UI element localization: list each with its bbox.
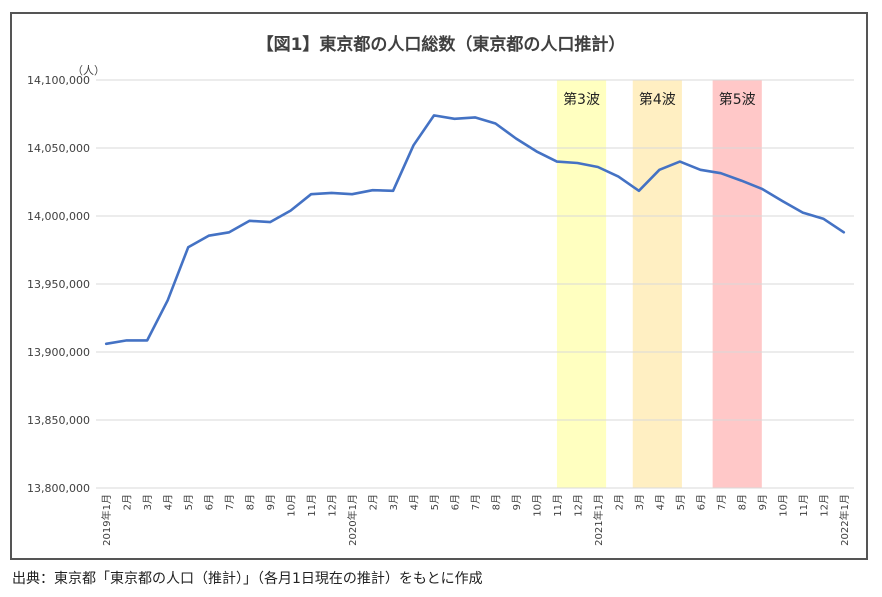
y-tick-label: 14,100,000	[27, 74, 90, 87]
chart-title: 【図1】東京都の人口総数（東京都の人口推計）	[256, 35, 626, 55]
x-tick-label: 2月	[122, 494, 134, 510]
chart-frame: 【図1】東京都の人口総数（東京都の人口推計） （人） 13,800,000 13,…	[10, 12, 868, 560]
x-tick-label: 11月	[306, 494, 318, 517]
x-tick-label: 12月	[327, 494, 339, 517]
y-tick-label: 13,900,000	[27, 346, 90, 359]
x-tick-label: 3月	[142, 494, 154, 510]
x-tick-label: 2022年1月	[838, 494, 851, 546]
wave-label-3: 第3波	[563, 91, 600, 108]
x-tick-label: 5月	[675, 494, 687, 510]
y-axis-unit-label: （人）	[72, 64, 105, 77]
x-tick-label: 7月	[224, 494, 236, 510]
x-tick-label: 5月	[183, 494, 195, 510]
y-tick-label: 13,800,000	[27, 482, 90, 495]
source-note: 出典：東京都「東京都の人口（推計）」（各月1日現在の推計）をもとに作成	[12, 571, 483, 587]
y-tick-label: 13,950,000	[27, 278, 90, 291]
x-tick-label: 2019年1月	[100, 494, 113, 546]
x-tick-label: 7月	[716, 494, 728, 510]
x-tick-label: 4月	[654, 494, 666, 510]
x-tick-label: 8月	[736, 494, 748, 510]
wave-label-5: 第5波	[719, 91, 756, 108]
x-tick-label: 11月	[798, 494, 810, 517]
x-tick-label: 12月	[818, 494, 830, 517]
x-tick-label: 3月	[634, 494, 646, 510]
x-tick-label: 4月	[163, 494, 175, 510]
x-tick-label: 5月	[429, 494, 441, 510]
x-tick-label: 11月	[552, 494, 564, 517]
x-tick-label: 8月	[490, 494, 502, 510]
x-tick-label: 4月	[409, 494, 421, 510]
wave-label-4: 第4波	[639, 91, 676, 108]
line-chart: 13,800,000 13,850,000 13,900,000 13,950,000…	[27, 74, 854, 546]
x-tick-label: 9月	[265, 494, 277, 510]
x-tick-label: 7月	[470, 494, 482, 510]
x-tick-label: 12月	[572, 494, 584, 517]
x-tick-label: 6月	[450, 494, 462, 510]
x-tick-label: 6月	[204, 494, 216, 510]
x-tick-label: 2020年1月	[346, 494, 359, 546]
x-tick-label: 2021年1月	[592, 494, 605, 546]
x-tick-label: 9月	[757, 494, 769, 510]
x-tick-label: 8月	[245, 494, 257, 510]
x-tick-label: 6月	[695, 494, 707, 510]
x-tick-label: 3月	[388, 494, 400, 510]
y-tick-label: 13,850,000	[27, 414, 90, 427]
x-tick-label: 2月	[613, 494, 625, 510]
x-tick-label: 10月	[531, 494, 543, 517]
y-tick-label: 14,050,000	[27, 142, 90, 155]
x-tick-label: 10月	[777, 494, 789, 517]
x-tick-label: 2月	[368, 494, 380, 510]
x-tick-label: 10月	[286, 494, 298, 517]
x-tick-label: 9月	[511, 494, 523, 510]
y-tick-label: 14,000,000	[27, 210, 90, 223]
